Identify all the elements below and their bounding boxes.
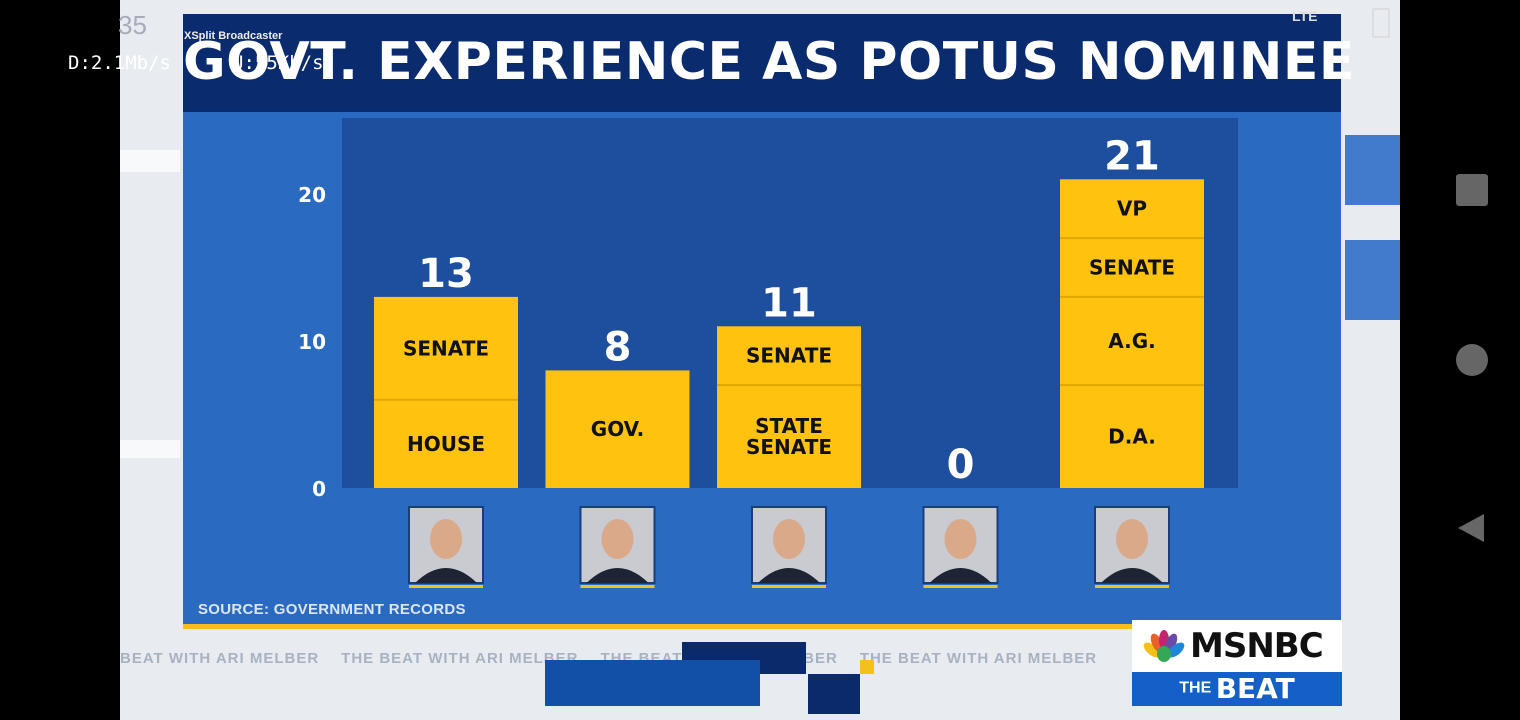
bar-value-label: 8 — [604, 324, 632, 370]
bar — [1060, 179, 1204, 489]
portrait-face — [430, 519, 462, 559]
show-prefix: THE — [1179, 679, 1212, 697]
network-type: LTE — [1292, 8, 1318, 24]
upload-speed: U:55Kb/s — [232, 52, 324, 74]
network-logo: MSNBC THE BEAT — [1132, 620, 1342, 706]
bar — [545, 370, 690, 488]
graphic-block — [808, 674, 860, 714]
bg-block — [1345, 240, 1400, 320]
bar — [374, 296, 518, 488]
bar-segment-label: A.G. — [1108, 329, 1155, 353]
bar-value-label: 0 — [947, 442, 975, 488]
portrait-face — [601, 519, 634, 559]
portrait-suit — [758, 568, 820, 583]
portrait-base — [1095, 585, 1169, 588]
bar-segment-label: SENATE — [1089, 256, 1175, 280]
portrait-base — [580, 585, 655, 588]
bar-segment-label: STATE SENATE — [746, 414, 832, 459]
bg-stripe — [120, 150, 180, 172]
show-name: BEAT — [1215, 672, 1295, 705]
bar-segment-label: D.A. — [1108, 425, 1156, 449]
video-frame: GOVT. EXPERIENCE AS POTUS NOMINEE 0 10 20 H… — [120, 0, 1400, 720]
source-note: SOURCE: GOVERNMENT RECORDS — [198, 601, 466, 618]
y-tick-label: 20 — [298, 183, 326, 207]
portrait-base — [923, 585, 998, 588]
bar — [717, 326, 861, 488]
y-tick-label: 10 — [298, 330, 326, 354]
gold-divider — [183, 624, 1341, 629]
bar-segment-label: HOUSE — [407, 432, 485, 456]
ticker-item: THE BEAT WITH ARI MELBER — [859, 650, 1098, 667]
clock-fragment: 35 — [118, 10, 147, 40]
graphic-block — [545, 660, 760, 706]
graphic-block — [860, 660, 874, 674]
bg-block — [1345, 135, 1400, 205]
portrait-base — [752, 585, 826, 588]
broadcaster-label: XSplit Broadcaster — [184, 30, 283, 42]
back-button[interactable] — [1456, 512, 1488, 544]
ticker-item: THE BEAT WITH ARI MELBER — [341, 650, 579, 667]
portrait-base — [409, 585, 483, 588]
portrait-suit — [586, 568, 649, 583]
bar-chart: 0 10 20 HOUSE SENATE 13 GOV. 8 STATE SENATE SENATE… — [298, 118, 1238, 588]
recents-button[interactable] — [1456, 174, 1488, 206]
download-speed: D:2.1Mb/s — [68, 52, 171, 74]
portrait-face — [944, 519, 977, 559]
portrait-face — [1116, 519, 1148, 559]
bar-value-label: 13 — [418, 251, 474, 297]
title-bar: GOVT. EXPERIENCE AS POTUS NOMINEE — [183, 14, 1355, 112]
chart-title: GOVT. EXPERIENCE AS POTUS NOMINEE — [183, 32, 1355, 92]
bar-segment-label: VP — [1117, 197, 1147, 221]
portrait-suit — [415, 568, 477, 583]
y-tick-label: 0 — [312, 477, 326, 501]
back-icon — [1458, 514, 1484, 542]
bar-value-label: 11 — [761, 280, 817, 326]
bar-segment-label: SENATE — [403, 336, 489, 360]
portrait-face — [773, 519, 805, 559]
peacock-icon — [1143, 630, 1185, 662]
ticker-item: BEAT WITH ARI MELBER — [120, 650, 320, 667]
bar-segment-label: SENATE — [746, 344, 832, 368]
bg-stripe — [120, 440, 180, 458]
bar-segment-label: GOV. — [591, 417, 644, 441]
battery-icon — [1372, 8, 1390, 38]
portrait-suit — [929, 568, 992, 583]
show-title: THE BEAT — [1132, 672, 1342, 706]
network-name: MSNBC — [1190, 626, 1324, 666]
home-button[interactable] — [1456, 344, 1488, 376]
portrait-suit — [1101, 568, 1163, 583]
bar-value-label: 21 — [1104, 133, 1160, 179]
